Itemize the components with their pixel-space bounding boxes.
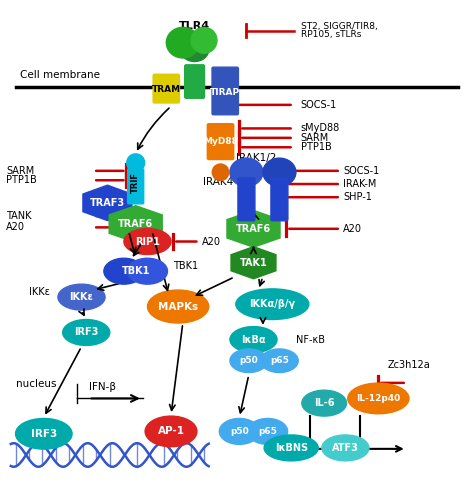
- Text: SOCS-1: SOCS-1: [343, 166, 379, 176]
- Ellipse shape: [247, 418, 288, 444]
- Ellipse shape: [16, 418, 72, 449]
- Text: sMyD88: sMyD88: [301, 124, 340, 134]
- Text: A20: A20: [201, 236, 221, 246]
- Text: Zc3h12a: Zc3h12a: [388, 360, 430, 370]
- Text: TANK: TANK: [6, 211, 32, 221]
- Text: IRF3: IRF3: [74, 328, 99, 338]
- Ellipse shape: [63, 320, 110, 345]
- Text: nucleus: nucleus: [16, 380, 56, 390]
- Ellipse shape: [263, 158, 296, 186]
- Text: A20: A20: [6, 222, 25, 232]
- Text: IκBα: IκBα: [241, 334, 266, 344]
- Ellipse shape: [302, 390, 346, 416]
- Ellipse shape: [181, 38, 209, 62]
- Text: TRAF6: TRAF6: [118, 219, 153, 229]
- FancyBboxPatch shape: [271, 178, 288, 221]
- Text: A20: A20: [343, 224, 362, 234]
- Text: MAPKs: MAPKs: [158, 302, 198, 312]
- Ellipse shape: [261, 349, 298, 372]
- Text: IRAK-M: IRAK-M: [343, 179, 376, 189]
- Text: SARM: SARM: [6, 166, 34, 176]
- FancyBboxPatch shape: [207, 124, 234, 160]
- Text: NF-κB: NF-κB: [296, 334, 325, 344]
- Polygon shape: [109, 206, 162, 242]
- Text: IKKε: IKKε: [70, 292, 93, 302]
- Text: PTP1B: PTP1B: [6, 176, 37, 186]
- Ellipse shape: [104, 258, 144, 284]
- Text: TRAF3: TRAF3: [90, 198, 125, 208]
- Text: IL-6: IL-6: [314, 398, 335, 408]
- Text: SHP-1: SHP-1: [343, 192, 372, 202]
- Polygon shape: [83, 185, 132, 220]
- Text: TRIF: TRIF: [131, 172, 140, 194]
- Ellipse shape: [58, 284, 105, 310]
- Ellipse shape: [191, 28, 217, 54]
- Ellipse shape: [127, 154, 145, 172]
- Ellipse shape: [128, 258, 167, 284]
- Text: IL-12p40: IL-12p40: [356, 394, 401, 403]
- Text: TAK1: TAK1: [240, 258, 267, 268]
- Text: IKKε: IKKε: [28, 288, 50, 298]
- Ellipse shape: [230, 158, 263, 186]
- Text: ST2, SIGGR/TIR8,: ST2, SIGGR/TIR8,: [301, 22, 377, 30]
- Text: TIRAP: TIRAP: [210, 88, 240, 96]
- Text: Cell membrane: Cell membrane: [20, 70, 100, 81]
- Text: TBK1: TBK1: [173, 262, 199, 272]
- Ellipse shape: [147, 290, 209, 323]
- Ellipse shape: [230, 349, 268, 372]
- Text: SARM: SARM: [301, 133, 329, 143]
- Text: IRAK1/2: IRAK1/2: [236, 153, 276, 163]
- Ellipse shape: [348, 383, 409, 414]
- Ellipse shape: [212, 164, 229, 180]
- Text: RIP1: RIP1: [135, 236, 160, 246]
- Text: p65: p65: [270, 356, 289, 365]
- Text: p65: p65: [258, 427, 277, 436]
- Text: IFN-β: IFN-β: [89, 382, 116, 392]
- Text: PTP1B: PTP1B: [301, 142, 331, 152]
- Text: TBK1: TBK1: [121, 266, 150, 276]
- Text: IRF3: IRF3: [31, 429, 57, 439]
- Ellipse shape: [166, 28, 199, 58]
- FancyBboxPatch shape: [212, 67, 238, 115]
- Ellipse shape: [236, 289, 309, 320]
- Text: TRAM: TRAM: [152, 86, 181, 94]
- FancyBboxPatch shape: [153, 74, 180, 103]
- Text: TLR4: TLR4: [179, 21, 210, 31]
- Text: IKKα/β/γ: IKKα/β/γ: [249, 299, 295, 309]
- Ellipse shape: [230, 326, 277, 352]
- Ellipse shape: [124, 228, 171, 254]
- Text: p50: p50: [230, 427, 249, 436]
- Text: AP-1: AP-1: [157, 426, 184, 436]
- Ellipse shape: [322, 435, 369, 461]
- Text: SOCS-1: SOCS-1: [301, 100, 337, 110]
- FancyBboxPatch shape: [128, 169, 144, 204]
- Text: IRAK4: IRAK4: [203, 176, 233, 186]
- Text: TRAF6: TRAF6: [236, 224, 271, 234]
- Text: p50: p50: [239, 356, 258, 365]
- Ellipse shape: [145, 416, 197, 446]
- Ellipse shape: [219, 418, 259, 444]
- Ellipse shape: [264, 435, 318, 461]
- Text: RP105, sTLRs: RP105, sTLRs: [301, 30, 361, 38]
- Text: MyD88: MyD88: [203, 137, 238, 146]
- FancyBboxPatch shape: [238, 178, 255, 221]
- Text: ATF3: ATF3: [332, 443, 359, 453]
- FancyBboxPatch shape: [185, 65, 204, 98]
- Polygon shape: [231, 246, 276, 278]
- Polygon shape: [227, 210, 280, 247]
- Text: IκBNS: IκBNS: [274, 443, 308, 453]
